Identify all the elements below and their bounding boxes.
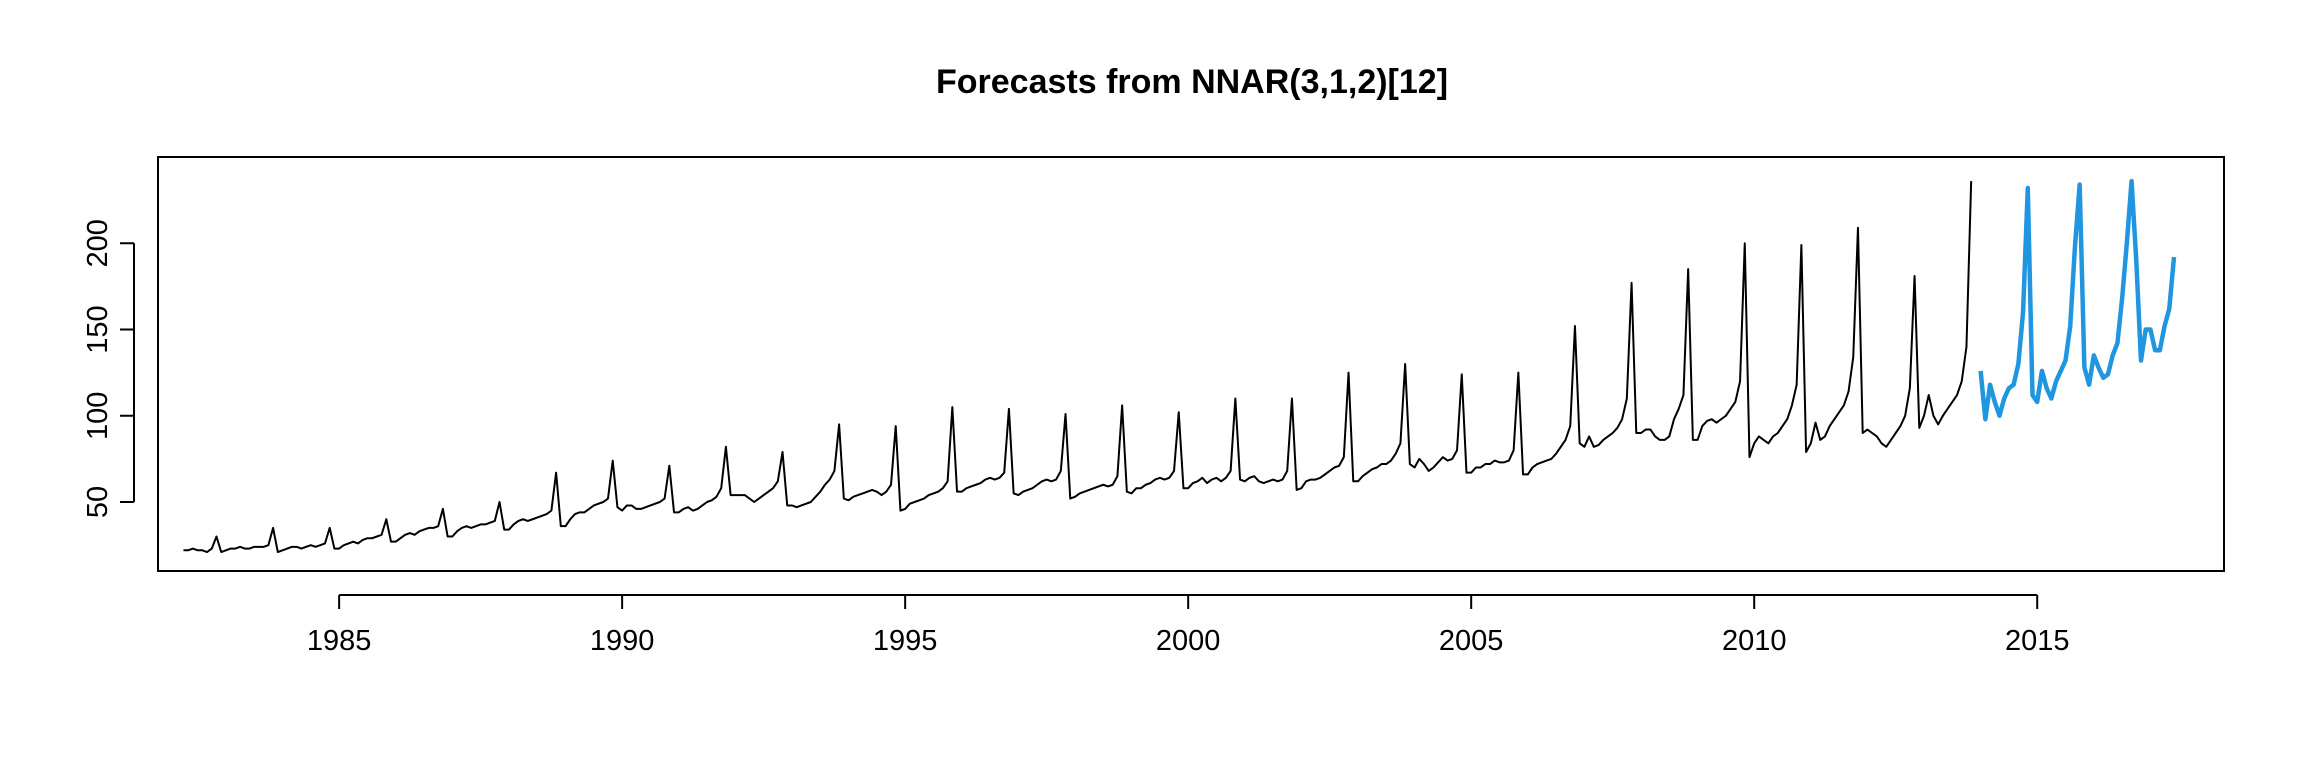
- x-tick-label: 2010: [1722, 625, 1787, 657]
- y-tick-label: 150: [82, 305, 114, 353]
- x-tick-label: 2015: [2005, 625, 2070, 657]
- y-tick-label: 50: [82, 486, 114, 518]
- x-tick-label: 1985: [307, 625, 372, 657]
- observed-series-line: [183, 181, 1973, 554]
- plot-frame: [157, 156, 2225, 572]
- axes: 1985 1990 1995 2000 2005 2010 2015 50 100 150 200: [82, 219, 2069, 657]
- x-tick-label: 2005: [1439, 625, 1504, 657]
- chart-title: Forecasts from NNAR(3,1,2)[12]: [936, 63, 1448, 101]
- x-tick-label: 1995: [873, 625, 938, 657]
- x-tick-label: 2000: [1156, 625, 1221, 657]
- forecast-series-line: [1978, 178, 2177, 422]
- y-tick-label: 200: [82, 219, 114, 267]
- y-tick-label: 100: [82, 392, 114, 440]
- x-tick-label: 1990: [590, 625, 655, 657]
- plot-area: [183, 178, 2177, 554]
